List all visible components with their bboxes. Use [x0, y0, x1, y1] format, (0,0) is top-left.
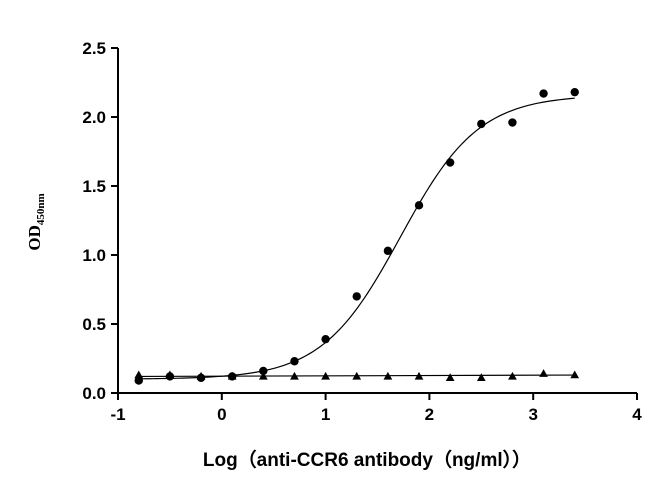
data-point-triangle — [134, 370, 144, 379]
data-point-circle — [539, 89, 548, 98]
x-axis-title: Log（anti-CCR6 antibody（ng/ml）） — [203, 448, 531, 471]
y-axis-title: OD450nm — [25, 193, 47, 250]
data-point-triangle — [445, 373, 455, 382]
x-tick-label: -1 — [110, 405, 125, 424]
fit-curves — [138, 97, 575, 380]
y-tick-label: 2.0 — [82, 108, 106, 127]
data-point-circle — [259, 366, 268, 376]
data-point-triangle — [258, 371, 268, 380]
data-point-circle — [508, 118, 517, 127]
x-tick-label: 2 — [425, 405, 434, 424]
axes: -1 0 1 2 3 4 0.0 0.5 1.0 1.5 2.0 2.5 — [82, 39, 642, 424]
data-point-circle — [414, 201, 424, 210]
data-point-triangle — [383, 371, 393, 380]
data-point-triangle — [352, 371, 362, 380]
y-tick-label: 1.0 — [82, 246, 106, 265]
data-point-circle — [570, 87, 579, 97]
data-points — [134, 87, 580, 385]
data-point-circle — [477, 119, 486, 129]
y-tick-label: 0.0 — [82, 384, 106, 403]
y-axis-title-subscript: 450nm — [35, 193, 47, 225]
data-point-triangle — [570, 370, 580, 379]
y-axis-title-main: OD — [25, 225, 44, 251]
x-tick-label: 3 — [528, 405, 537, 424]
data-point-triangle — [476, 373, 486, 382]
x-tick-label: 0 — [217, 405, 226, 424]
data-point-triangle — [196, 371, 206, 380]
data-point-circle — [445, 158, 455, 167]
y-tick-label: 0.5 — [82, 315, 106, 334]
data-point-circle — [383, 246, 393, 256]
data-point-circle — [290, 357, 299, 366]
data-point-triangle — [414, 371, 424, 380]
x-tick-label: 4 — [632, 405, 642, 424]
data-point-circle — [134, 376, 143, 385]
y-tick-label: 2.5 — [82, 39, 106, 58]
data-point-triangle — [539, 369, 548, 377]
data-point-circle — [352, 292, 361, 301]
data-point-triangle — [508, 371, 517, 380]
y-tick-label: 1.5 — [82, 177, 106, 196]
fit-curve-1 — [138, 97, 575, 380]
x-tick-label: 1 — [321, 405, 330, 424]
data-point-circle — [321, 334, 330, 344]
data-point-triangle — [227, 371, 237, 380]
data-point-triangle — [321, 371, 330, 380]
data-point-triangle — [290, 371, 299, 380]
data-point-triangle — [165, 370, 175, 379]
